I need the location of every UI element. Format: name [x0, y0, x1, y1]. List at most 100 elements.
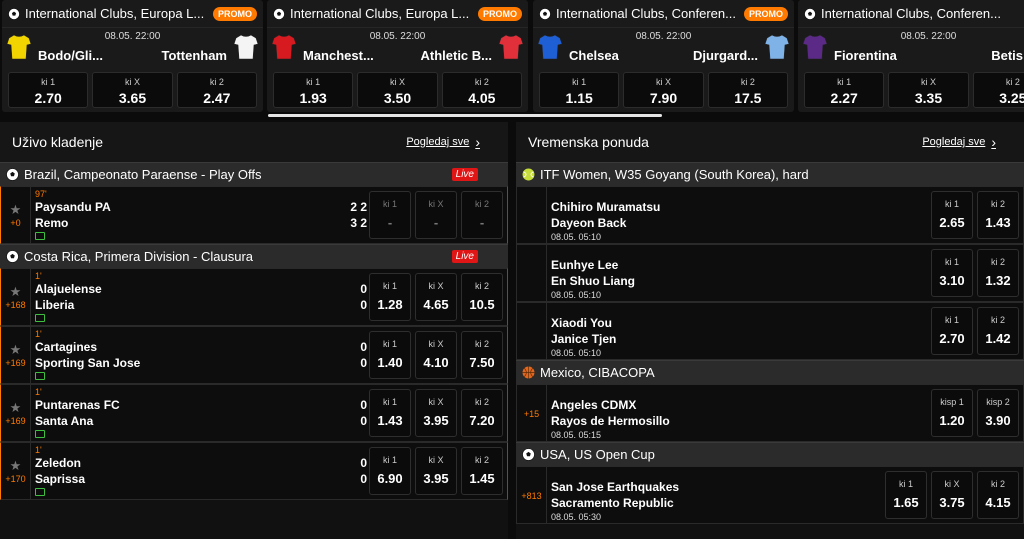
favorite-star-icon[interactable]: ★ [9, 399, 22, 415]
live-event-row[interactable]: ★ +169 1' Cartagines Sporting San Jose 0 0 ki 1… [0, 326, 508, 384]
odds-button[interactable]: ki 1 2.70 [8, 72, 89, 108]
match-minute: 1' [35, 271, 42, 281]
live-event-row[interactable]: ★ +169 1' Puntarenas FC Santa Ana 0 0 ki 1 1.43 k… [0, 384, 508, 442]
event-main: Xiaodi You Janice Tjen 08.05. 05:10 ki 1 2.7… [547, 303, 1023, 359]
odds-button[interactable]: ki 1 6.90 [369, 447, 411, 495]
odds-button[interactable]: kisp 2 3.90 [977, 389, 1019, 437]
odds-label: ki X [944, 479, 960, 489]
prematch-event-row[interactable]: +813 San Jose Earthquakes Sacramento Repub… [516, 466, 1024, 524]
prematch-event-row[interactable]: Xiaodi You Janice Tjen 08.05. 05:10 ki 1 2.7… [516, 302, 1024, 360]
promo-card[interactable]: International Clubs, Conferen... 08.05. 2… [798, 0, 1024, 112]
odds-button[interactable]: ki 2 10.5 [461, 273, 503, 321]
prematch-event-row[interactable]: Chihiro Muramatsu Dayeon Back 08.05. 05:10… [516, 186, 1024, 244]
odds-value: 3.10 [939, 273, 965, 288]
statistics-icon[interactable] [35, 314, 45, 322]
odds-button[interactable]: ki 1 1.65 [885, 471, 927, 519]
promo-match: 08.05. 22:00 Bodo/Gli... Tottenham [2, 28, 263, 68]
more-markets-count[interactable]: +170 [5, 473, 26, 484]
odds-button[interactable]: ki 1 2.65 [931, 191, 973, 239]
odds-button[interactable]: ki 1 1.40 [369, 331, 411, 379]
odds-button[interactable]: ki 2 4.05 [441, 72, 522, 108]
odds-label: ki 2 [990, 315, 1005, 325]
statistics-icon[interactable] [35, 430, 45, 438]
more-markets-count[interactable]: +168 [5, 299, 26, 310]
odds-button[interactable]: ki 2 1.42 [977, 307, 1019, 355]
live-panel-header: Uživo kladenje Pogledaj sve › [0, 122, 508, 162]
event-odds: ki 1 2.70 ki 2 1.42 [931, 307, 1019, 355]
odds-button[interactable]: ki X 4.10 [415, 331, 457, 379]
odds-value: 4.15 [985, 495, 1011, 510]
event-odds: ki 1 1.28 ki X 4.65 ki 2 10.5 [369, 273, 503, 321]
odds-button[interactable]: ki 2 3.25 [972, 72, 1024, 108]
promo-match: 08.05. 22:00 Fiorentina Betis [798, 28, 1024, 68]
statistics-icon[interactable] [35, 372, 45, 380]
odds-button[interactable]: ki 1 2.27 [804, 72, 885, 108]
odds-button[interactable]: ki X 3.50 [357, 72, 438, 108]
odds-label: kisp 1 [940, 397, 964, 407]
odds-button[interactable]: ki 2 7.50 [461, 331, 503, 379]
promo-card[interactable]: International Clubs, Europa L... PROMO 08.… [2, 0, 263, 112]
odds-label: ki 2 [209, 77, 224, 87]
more-markets-count[interactable]: +813 [521, 491, 542, 501]
prematch-event-row[interactable]: Eunhye Lee En Shuo Liang 08.05. 05:10 ki 1 3… [516, 244, 1024, 302]
promo-card[interactable]: International Clubs, Conferen... PROMO 08.… [533, 0, 794, 112]
odds-value: 7.90 [649, 90, 678, 106]
live-event-row[interactable]: ★ +170 1' Zeledon Saprissa 0 0 ki 1 6.90 ki X 3.95… [0, 442, 508, 500]
odds-value: 4.05 [468, 90, 496, 106]
odds-label: ki 1 [306, 77, 321, 87]
promo-odds: ki 1 2.70 ki X 3.65 ki 2 2.47 [2, 68, 263, 108]
odds-value: 3.35 [914, 90, 943, 106]
event-side: ★ +170 [1, 443, 31, 499]
odds-button[interactable]: ki 2 17.5 [707, 72, 788, 108]
odds-button[interactable]: ki 1 - [369, 191, 411, 239]
odds-button[interactable]: ki 1 1.28 [369, 273, 411, 321]
odds-button[interactable]: ki 2 1.45 [461, 447, 503, 495]
odds-button[interactable]: ki X 3.95 [415, 389, 457, 437]
statistics-icon[interactable] [35, 488, 45, 496]
odds-button[interactable]: ki X 3.35 [888, 72, 969, 108]
odds-button[interactable]: ki 2 - [461, 191, 503, 239]
away-shirt-icon [499, 34, 523, 60]
live-see-all-link[interactable]: Pogledaj sve › [406, 134, 480, 150]
odds-label: ki 2 [474, 397, 489, 407]
odds-label: ki 1 [944, 315, 959, 325]
odds-button[interactable]: ki 1 2.70 [931, 307, 973, 355]
favorite-star-icon[interactable]: ★ [9, 283, 22, 299]
league-name: USA, US Open Cup [540, 447, 655, 462]
odds-button[interactable]: ki 2 2.47 [176, 72, 257, 108]
odds-button[interactable]: ki X 7.90 [623, 72, 704, 108]
favorite-star-icon[interactable]: ★ [9, 341, 22, 357]
odds-button[interactable]: ki 1 1.15 [539, 72, 620, 108]
odds-button[interactable]: ki X - [415, 191, 457, 239]
event-main: 97' Paysandu PA Remo 2 2 3 2 ki 1 - ki X - ki 2 - [31, 187, 507, 243]
event-odds: ki 1 6.90 ki X 3.95 ki 2 1.45 [369, 447, 503, 495]
odds-button[interactable]: ki 2 1.32 [977, 249, 1019, 297]
more-markets-count[interactable]: +169 [5, 415, 26, 426]
odds-button[interactable]: ki X 3.95 [415, 447, 457, 495]
odds-button[interactable]: kisp 1 1.20 [931, 389, 973, 437]
odds-button[interactable]: ki X 3.65 [92, 72, 173, 108]
more-markets-count[interactable]: +0 [10, 217, 21, 228]
odds-button[interactable]: ki 1 1.93 [273, 72, 354, 108]
odds-button[interactable]: ki 1 3.10 [931, 249, 973, 297]
live-event-row[interactable]: ★ +168 1' Alajuelense Liberia 0 0 ki 1 1.28 ki X 4… [0, 268, 508, 326]
favorite-star-icon[interactable]: ★ [9, 201, 22, 217]
event-main: San Jose Earthquakes Sacramento Republic 0… [547, 467, 1023, 523]
promo-strip-scrollbar[interactable] [268, 114, 662, 117]
promo-card[interactable]: International Clubs, Europa L... PROMO 08.… [267, 0, 528, 112]
odds-button[interactable]: ki X 4.65 [415, 273, 457, 321]
odds-button[interactable]: ki 2 4.15 [977, 471, 1019, 519]
event-side: ★ +169 [1, 327, 31, 383]
prematch-see-all-link[interactable]: Pogledaj sve › [922, 134, 996, 150]
more-markets-count[interactable]: +169 [5, 357, 26, 368]
odds-button[interactable]: ki 2 7.20 [461, 389, 503, 437]
more-markets-count[interactable]: +15 [523, 409, 540, 419]
odds-button[interactable]: ki X 3.75 [931, 471, 973, 519]
promo-odds: ki 1 2.27 ki X 3.35 ki 2 3.25 [798, 68, 1024, 108]
prematch-event-row[interactable]: +15 Angeles CDMX Rayos de Hermosillo 08.05.… [516, 384, 1024, 442]
statistics-icon[interactable] [35, 232, 45, 240]
odds-button[interactable]: ki 1 1.43 [369, 389, 411, 437]
odds-button[interactable]: ki 2 1.43 [977, 191, 1019, 239]
favorite-star-icon[interactable]: ★ [9, 457, 22, 473]
